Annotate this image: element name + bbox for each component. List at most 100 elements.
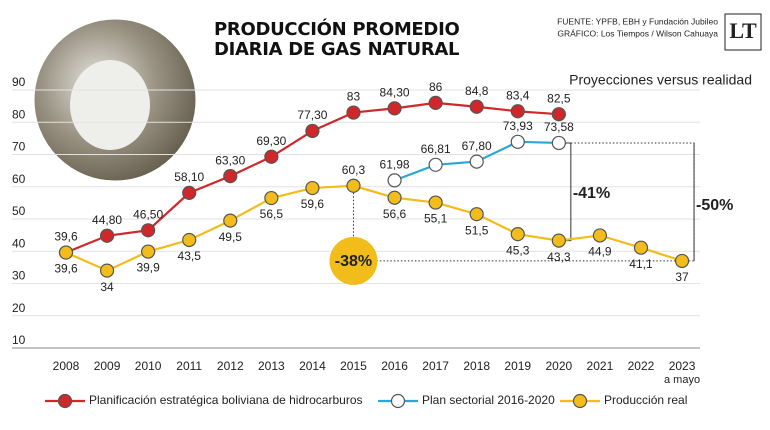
legend-label: Planificación estratégica boliviana de h… <box>89 393 363 407</box>
x-tick-label: 2017 <box>422 359 449 373</box>
point <box>674 253 690 269</box>
legend-marker <box>390 393 406 409</box>
point <box>141 244 156 259</box>
data-label: 43,5 <box>178 249 202 263</box>
point <box>387 101 402 116</box>
point <box>305 180 320 196</box>
x-tick-label: 2008 <box>53 359 80 373</box>
data-label: 66,81 <box>421 142 451 156</box>
point <box>182 232 197 248</box>
x-tick-note: a mayo <box>664 374 700 386</box>
x-tick-label: 2019 <box>504 359 531 373</box>
y-tick-label: 40 <box>12 236 26 250</box>
x-tick-label: 2010 <box>135 359 162 373</box>
y-tick-label: 20 <box>12 301 26 315</box>
data-label: 43,3 <box>547 250 571 264</box>
point <box>141 223 156 238</box>
point <box>510 134 525 149</box>
point <box>346 178 361 193</box>
data-label: 39,9 <box>136 261 160 275</box>
point <box>469 154 484 169</box>
data-label: 59,6 <box>301 197 325 211</box>
data-label: 44,80 <box>92 213 122 227</box>
point <box>469 207 484 222</box>
annotation: -38% <box>335 253 372 270</box>
data-label: 86 <box>429 80 443 94</box>
data-label: 45,3 <box>506 243 530 257</box>
data-label: 58,10 <box>174 170 204 184</box>
annotation: -41% <box>573 185 610 202</box>
data-label: 73,58 <box>544 120 574 134</box>
data-label: 39,6 <box>54 230 78 244</box>
data-label: 34 <box>100 280 114 294</box>
data-label: 63,30 <box>215 153 245 167</box>
x-tick-label: 2020 <box>545 359 572 373</box>
data-label: 83 <box>347 90 361 104</box>
x-tick-label: 2015 <box>340 359 367 373</box>
point <box>551 233 566 248</box>
photo-tank <box>70 60 150 150</box>
point <box>633 240 649 255</box>
point <box>428 95 443 111</box>
annotation: -50% <box>696 197 733 214</box>
point <box>182 185 197 200</box>
logo-box <box>724 13 762 51</box>
y-tick-label: 80 <box>12 107 26 121</box>
data-label: 51,5 <box>465 223 489 237</box>
y-tick-label: 60 <box>12 172 26 186</box>
data-label: 56,6 <box>383 207 407 221</box>
legend-marker <box>57 393 73 409</box>
x-tick-label: 2018 <box>463 359 490 373</box>
data-label: 46,50 <box>133 207 163 221</box>
point <box>387 173 402 188</box>
subtitle: Proyecciones versus realidad <box>569 72 752 88</box>
credit: GRÁFICO: Los Tiempos / Wilson Cahuaya <box>557 28 718 38</box>
data-label: 60,3 <box>342 163 366 177</box>
point <box>99 228 115 243</box>
point <box>592 228 608 243</box>
data-label: 77,30 <box>297 108 327 122</box>
point <box>305 123 320 139</box>
data-label: 39,6 <box>54 262 78 276</box>
data-label: 84,8 <box>465 84 489 98</box>
legend-marker <box>572 393 588 409</box>
y-tick-label: 50 <box>12 204 26 218</box>
bracket <box>564 142 572 242</box>
point <box>551 135 566 151</box>
y-tick-label: 90 <box>12 75 26 89</box>
x-tick-label: 2013 <box>258 359 285 373</box>
data-label: 55,1 <box>424 212 448 226</box>
x-tick-label: 2023 <box>669 359 696 373</box>
point <box>469 99 484 114</box>
x-tick-label: 2014 <box>299 359 326 373</box>
point <box>346 105 361 120</box>
point <box>223 213 238 228</box>
point <box>223 169 238 184</box>
legend-label: Producción real <box>604 393 687 407</box>
y-tick-label: 70 <box>12 140 26 154</box>
data-label: 83,4 <box>506 88 530 102</box>
x-tick-label: 2011 <box>176 359 202 373</box>
y-tick-label: 10 <box>12 333 26 347</box>
source: FUENTE: YPFB, EBH y Fundación Jubileo <box>557 16 718 26</box>
data-label: 73,93 <box>503 119 533 133</box>
data-label: 69,30 <box>256 134 286 148</box>
point <box>264 149 279 164</box>
y-tick-label: 30 <box>12 269 26 283</box>
data-label: 82,5 <box>547 91 571 105</box>
point <box>428 195 443 210</box>
x-tick-label: 2022 <box>628 359 655 373</box>
logo: LT <box>729 18 757 43</box>
data-label: 84,30 <box>380 86 410 100</box>
annotation-badge <box>329 236 378 285</box>
point <box>58 245 74 260</box>
legend-label: Plan sectorial 2016-2020 <box>422 393 555 407</box>
x-tick-label: 2009 <box>94 359 121 373</box>
data-label: 56,5 <box>260 207 284 221</box>
data-label: 41,1 <box>629 257 653 271</box>
x-tick-label: 2021 <box>587 359 614 373</box>
x-tick-label: 2016 <box>381 359 408 373</box>
point <box>99 263 115 278</box>
